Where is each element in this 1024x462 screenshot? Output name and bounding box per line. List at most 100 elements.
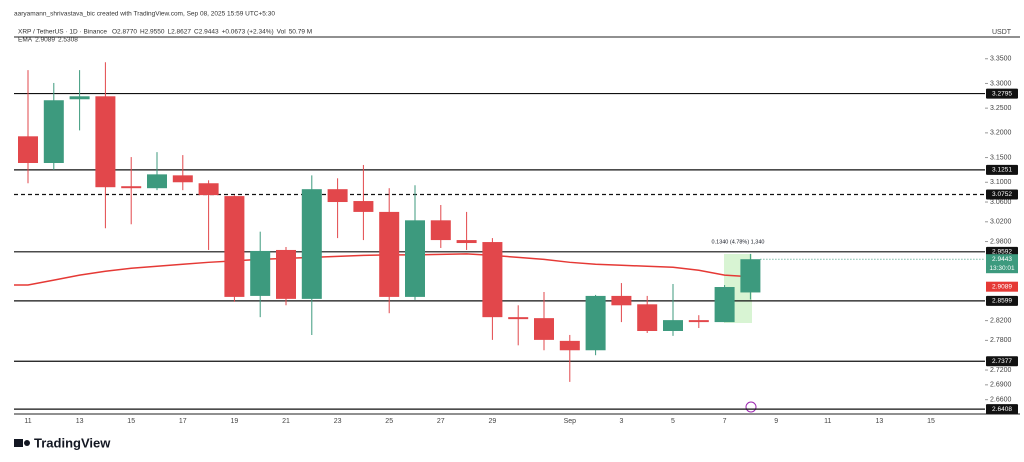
legend-value: L2.8627 — [168, 29, 192, 36]
ema-legend-value: 2.5308 — [58, 37, 78, 44]
ema-line — [14, 253, 751, 286]
currency: USDT — [992, 29, 1012, 36]
level-label: 3.0752 — [992, 191, 1012, 198]
y-tick-label: 2.8200 — [990, 317, 1012, 324]
y-tick-label: 3.1500 — [990, 154, 1012, 161]
symbol: XRP / TetherUS · 1D · Binance — [18, 29, 107, 36]
candle-body — [276, 249, 296, 299]
y-tick-label: 2.6600 — [990, 397, 1012, 404]
candle-body — [559, 340, 580, 351]
candle-body — [379, 211, 400, 297]
ema-legend: EMA 2.9089 2.5308 — [18, 37, 78, 44]
x-tick-label: 13 — [76, 418, 84, 425]
y-tick-label: 2.9800 — [990, 238, 1012, 245]
candle-body — [172, 175, 193, 183]
legend: O2.8770 H2.9550 L2.8627 C2.9443 +0.0673 (+2.… — [112, 29, 312, 36]
y-tick-label: 3.3000 — [990, 80, 1012, 87]
candle-body — [430, 220, 451, 241]
legend-value: O2.8770 — [112, 29, 137, 36]
x-tick-label: 3 — [619, 418, 623, 425]
level-badge — [986, 164, 1018, 175]
level-badge — [986, 295, 1018, 306]
legend-value: H2.9550 — [140, 29, 165, 36]
legend-value: Vol — [277, 29, 287, 36]
level-label: 2.7377 — [992, 358, 1012, 365]
brand: TradingView — [14, 435, 111, 450]
ema-legend-value: EMA — [18, 37, 33, 44]
x-tick-label: 7 — [723, 418, 727, 425]
level-badge — [986, 356, 1018, 367]
legend-value: C2.9443 — [194, 29, 219, 36]
author-line: aaryamann_shrivastava_bic created with T… — [14, 11, 275, 18]
candle-body — [482, 242, 503, 318]
candle-body — [611, 295, 632, 306]
event-icon — [745, 401, 757, 413]
logo — [14, 439, 23, 447]
level-badge — [986, 88, 1018, 99]
candle-body — [121, 186, 142, 189]
y-tick-label: 3.1000 — [990, 179, 1012, 186]
x-tick-label: 29 — [489, 418, 497, 425]
candle-body — [224, 196, 245, 297]
y-tick-label: 3.2000 — [990, 130, 1012, 137]
legend-value: 50.79 M — [289, 29, 313, 36]
x-tick-label: 17 — [179, 418, 187, 425]
candle-body — [69, 96, 90, 100]
candle-body — [508, 317, 529, 320]
legend-value: +0.0673 (+2.34%) — [222, 29, 274, 36]
y-tick-label: 3.0600 — [990, 199, 1012, 206]
last-price-badge — [986, 254, 1018, 274]
candle-body — [740, 259, 761, 293]
candle-body — [637, 304, 658, 331]
last-price-label: 2.9443 — [992, 256, 1012, 263]
y-tick-label: 2.7200 — [990, 367, 1012, 374]
level-label: 3.2795 — [992, 90, 1012, 97]
y-tick-label: 2.7800 — [990, 337, 1012, 344]
x-tick-label: 21 — [282, 418, 290, 425]
ema-legend-value: 2.9089 — [35, 37, 55, 44]
x-tick-label: 11 — [824, 418, 831, 425]
candle-body — [688, 320, 709, 323]
candle-body — [198, 183, 219, 196]
y-tick-label: 3.3500 — [990, 56, 1012, 63]
x-tick-label: 15 — [127, 418, 135, 425]
candle-body — [405, 220, 425, 297]
candle-body — [43, 100, 64, 163]
ema-label: 2.9089 — [992, 283, 1012, 290]
x-tick-label: 13 — [876, 418, 884, 425]
candle-body — [327, 189, 348, 203]
candle-body — [353, 201, 374, 212]
candle-body — [147, 174, 167, 189]
candle-body — [250, 250, 271, 296]
candle-body — [714, 287, 735, 323]
logo — [24, 440, 30, 446]
candle-body — [585, 295, 606, 351]
x-tick-label: 15 — [927, 418, 935, 425]
candle-body — [456, 240, 477, 244]
level-badge — [986, 189, 1018, 200]
candle-body — [663, 320, 683, 331]
y-tick-label: 3.2500 — [990, 105, 1012, 112]
x-tick-label: 11 — [24, 418, 31, 425]
countdown: 13:30:01 — [989, 265, 1015, 272]
candle-body — [18, 136, 38, 163]
level-badge — [986, 404, 1018, 415]
x-tick-label: 19 — [231, 418, 239, 425]
x-tick-label: 27 — [437, 418, 445, 425]
brand-name: TradingView — [34, 435, 111, 450]
x-tick-label: Sep — [564, 418, 577, 425]
level-label: 2.9592 — [992, 249, 1012, 256]
y-tick-label: 3.0200 — [990, 219, 1012, 226]
x-tick-label: 9 — [774, 418, 778, 425]
level-label: 2.6408 — [992, 406, 1012, 413]
level-label: 3.1251 — [992, 167, 1012, 174]
ema-badge — [986, 281, 1018, 292]
y-tick-label: 2.6900 — [990, 382, 1012, 389]
candle-body — [95, 96, 116, 188]
x-tick-label: 25 — [385, 418, 393, 425]
candle-body — [534, 318, 554, 340]
x-tick-label: 5 — [671, 418, 675, 425]
level-label: 2.8599 — [992, 298, 1012, 305]
